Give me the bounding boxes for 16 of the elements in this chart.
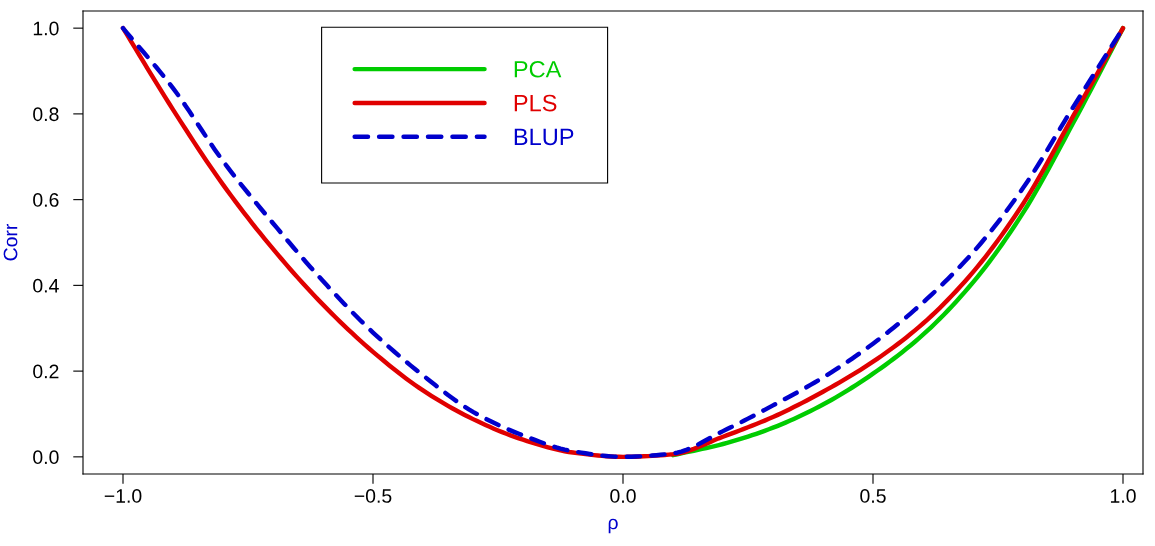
y-tick-label: 0.0 [33, 450, 59, 465]
x-tick-label: −1.0 [104, 489, 142, 503]
x-tick-label: −0.5 [354, 489, 392, 503]
y-tick-label: 0.6 [33, 193, 59, 207]
x-tick-label: 0.5 [860, 489, 886, 503]
text: PCA [514, 60, 562, 78]
x-axis-title: ρ [608, 518, 618, 534]
x-tick-label: 0.0 [610, 489, 636, 503]
text: PLS [514, 94, 557, 112]
y-tick-label: 0.8 [33, 107, 59, 122]
y-axis-title: Corr [3, 223, 18, 261]
y-tick-label: 0.2 [33, 364, 59, 379]
text: BLUP [514, 128, 574, 146]
y-tick-label: 0.4 [33, 278, 59, 293]
x-tick-label: 1.0 [1110, 489, 1136, 503]
y-tick-label: 1.0 [33, 21, 59, 36]
